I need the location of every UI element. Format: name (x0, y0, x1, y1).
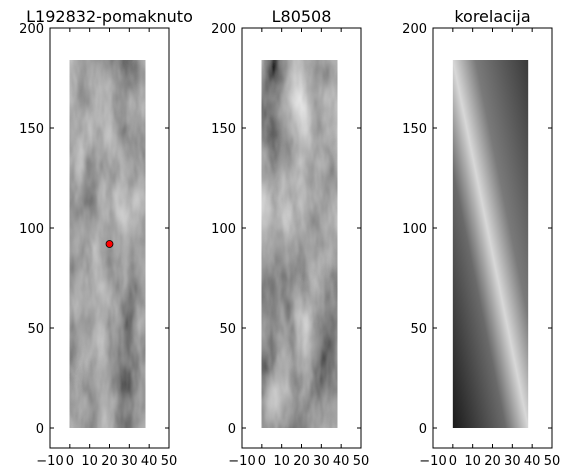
x-tick-label: 10 (81, 454, 98, 469)
marker (105, 240, 114, 248)
x-tick-label: 10 (273, 454, 290, 469)
chart-title: korelacija (454, 7, 530, 26)
y-tick-label: 200 (19, 22, 44, 37)
x-tick-label: 0 (449, 454, 457, 469)
chart-title: L192832-pomaknuto (26, 7, 193, 26)
x-tick-label: 10 (464, 454, 481, 469)
y-tick-label: 200 (402, 22, 427, 37)
y-tick-label: 200 (211, 22, 236, 37)
y-tick-label: 0 (36, 422, 44, 437)
x-tick-label: −10 (36, 454, 63, 469)
image (452, 60, 529, 428)
x-tick-label: 0 (258, 454, 266, 469)
y-tick-label: 0 (419, 422, 427, 437)
x-tick-label: −10 (228, 454, 255, 469)
x-tick-label: 50 (161, 454, 178, 469)
y-tick-label: 100 (211, 222, 236, 237)
x-tick-label: 20 (484, 454, 501, 469)
x-tick-label: 40 (333, 454, 350, 469)
y-tick-label: 50 (27, 322, 44, 337)
x-tick-label: −10 (419, 454, 446, 469)
y-tick-label: 50 (410, 322, 427, 337)
x-tick-label: 20 (293, 454, 310, 469)
y-tick-label: 150 (211, 122, 236, 137)
x-tick-label: 30 (313, 454, 330, 469)
y-tick-label: 100 (19, 222, 44, 237)
x-tick-label: 20 (101, 454, 118, 469)
y-tick-label: 0 (228, 422, 236, 437)
x-tick-label: 0 (66, 454, 74, 469)
image (261, 60, 338, 428)
chart-title: L80508 (272, 7, 332, 26)
x-tick-label: 30 (504, 454, 521, 469)
y-tick-label: 150 (19, 122, 44, 137)
y-tick-label: 150 (402, 122, 427, 137)
x-tick-label: 40 (141, 454, 158, 469)
x-tick-label: 50 (353, 454, 370, 469)
y-tick-label: 50 (219, 322, 236, 337)
y-tick-label: 100 (402, 222, 427, 237)
x-tick-label: 40 (524, 454, 541, 469)
x-tick-label: 30 (121, 454, 138, 469)
x-tick-label: 50 (544, 454, 561, 469)
